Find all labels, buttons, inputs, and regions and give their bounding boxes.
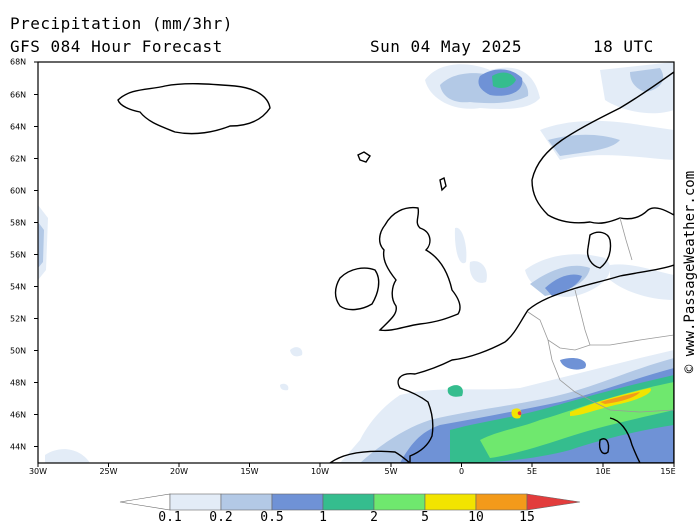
legend-swatch-8 (526, 493, 581, 511)
forecast-time: 18 UTC (593, 37, 654, 56)
lat-label: 46N (10, 410, 27, 419)
legend-swatch-0 (119, 493, 171, 511)
lat-label: 60N (10, 186, 27, 195)
lon-label: 10W (310, 467, 330, 476)
lat-label: 44N (10, 442, 27, 451)
lat-label: 56N (10, 250, 27, 259)
legend-swatch-2 (220, 493, 273, 511)
forecast-subtitle: GFS 084 Hour Forecast (10, 37, 223, 56)
lat-ticks (34, 61, 38, 447)
lat-label: 54N (10, 282, 27, 291)
legend-value: 1 (319, 510, 327, 525)
legend-value: 15 (519, 510, 535, 525)
legend-swatch-7 (475, 493, 528, 511)
lon-label: 10E (595, 467, 611, 476)
lon-label: 0 (458, 467, 465, 476)
lon-ticks (37, 463, 675, 467)
coastlines (117, 71, 674, 463)
legend-value: 5 (421, 510, 429, 525)
lon-label: 25W (99, 467, 118, 476)
legend-value: 2 (370, 510, 378, 525)
lat-label: 66N (10, 90, 27, 99)
legend-value: 10 (468, 510, 484, 525)
legend-swatch-3 (271, 493, 324, 511)
lon-label: 5E (526, 467, 538, 476)
legend-value: 0.1 (158, 510, 182, 525)
chart-title: Precipitation (mm/3hr) (10, 14, 233, 33)
website-credit: © www.PassageWeather.com (682, 170, 698, 374)
lat-label: 58N (10, 218, 27, 227)
lon-label: 15W (240, 467, 259, 476)
legend-value: 0.2 (209, 510, 233, 525)
legend-swatch-6 (424, 493, 477, 511)
legend-bar (119, 493, 581, 511)
legend-swatch-5 (373, 493, 426, 511)
lat-label: 62N (10, 154, 27, 163)
map-frame (37, 61, 675, 464)
forecast-date: Sun 04 May 2025 (370, 37, 522, 56)
legend-value: 0.5 (260, 510, 284, 525)
lat-label: 48N (10, 378, 27, 387)
precip-layer (38, 62, 674, 463)
lat-label: 68N (10, 57, 27, 67)
lon-label: 5W (384, 467, 398, 476)
lat-label: 52N (10, 314, 27, 323)
lon-label: 30W (28, 467, 48, 476)
country-borders (527, 217, 674, 413)
lat-label: 64N (10, 122, 27, 131)
lat-label: 50N (10, 346, 27, 355)
lon-label: 15E (660, 467, 676, 476)
legend-swatch-4 (322, 493, 375, 511)
lon-label: 20W (169, 467, 189, 476)
legend-swatch-1 (169, 493, 222, 511)
precip-extreme (511, 388, 651, 419)
